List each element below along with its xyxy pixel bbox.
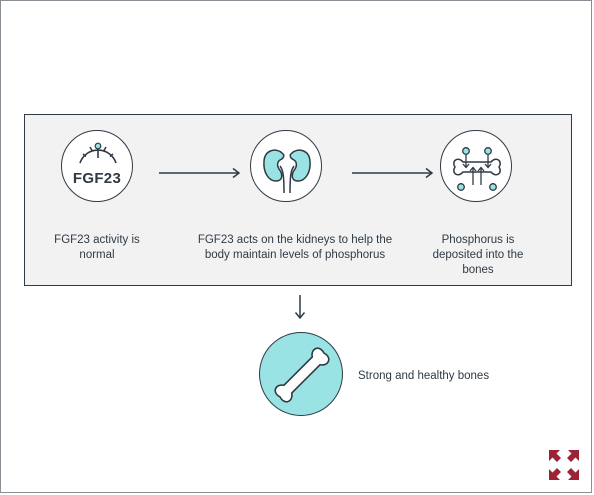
arrow-right-icon — [352, 167, 434, 179]
arrow-down-icon — [294, 295, 306, 320]
bone-deposit-icon — [440, 130, 512, 202]
four-arrows-logo-icon — [549, 450, 579, 480]
fgf23-icon-label: FGF23 — [72, 170, 122, 187]
step-2-caption: FGF23 acts on the kidneys to help the bo… — [197, 234, 393, 261]
fgf23-gauge-icon: FGF23 — [61, 130, 133, 202]
arrow-right-icon — [159, 167, 241, 179]
step-1-caption: FGF23 activity is normal — [54, 234, 140, 261]
bone-icon — [259, 332, 343, 416]
step-3-caption: Phosphorus is deposited into the bones — [432, 234, 524, 276]
kidneys-icon — [250, 130, 322, 202]
outcome-caption: Strong and healthy bones — [358, 370, 490, 382]
